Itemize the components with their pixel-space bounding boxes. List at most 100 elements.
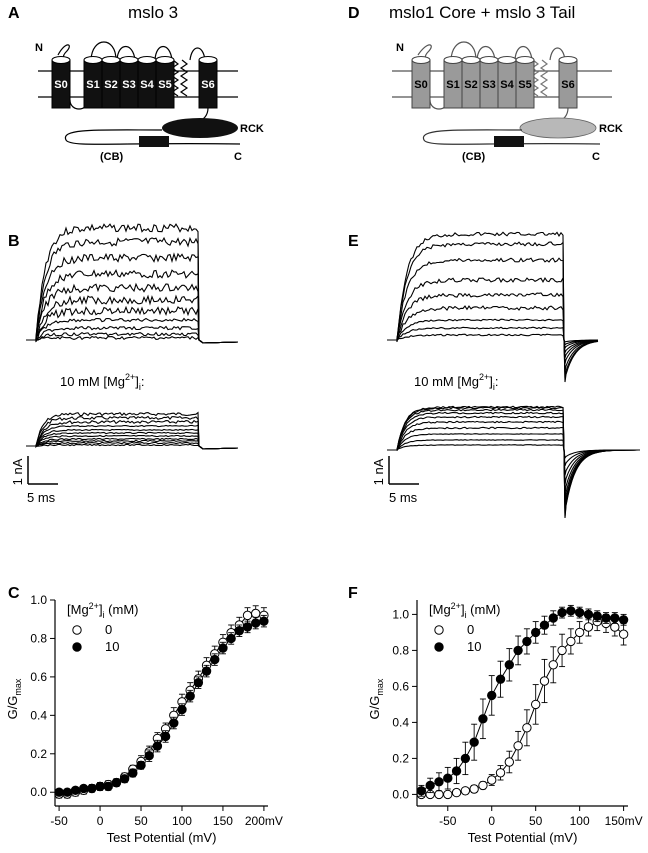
x-tick-label: 100 [172, 814, 192, 828]
helix-label: S4 [140, 79, 154, 91]
legend-label: 10 [467, 639, 481, 654]
y-tick-label: 0.4 [392, 715, 409, 729]
helix-s2: S2 [101, 56, 121, 109]
y-tick-label: 0.8 [30, 631, 47, 645]
legend-title-main: [Mg [67, 602, 89, 617]
legend-marker [434, 642, 444, 652]
current-trace [26, 331, 239, 344]
panel-e: E 10 mM [Mg2+]i: 1 nA 5 ms [348, 231, 640, 519]
panel-letter-d: D [348, 5, 360, 22]
filled-circle-point [416, 786, 427, 796]
current-trace [26, 252, 239, 344]
filled-circle-point [54, 787, 64, 797]
filled-circle-point [451, 766, 462, 776]
filled-circle-point [234, 626, 245, 636]
helix-label: S5 [518, 79, 531, 91]
helix-s5: S5 [515, 56, 535, 109]
filled-circle-point [487, 690, 497, 701]
helix-s6: S6 [558, 56, 578, 109]
x-tick-label: 100 [570, 814, 590, 828]
filled-circle-point [259, 616, 269, 626]
c-terminus-label: C [234, 151, 242, 163]
panel-c: C 0.00.20.40.60.81.0-50 0 50 100 150 200mVTes… [5, 585, 283, 845]
filled-circle-point [119, 774, 130, 784]
legend-marker [434, 625, 444, 635]
filled-circle-point [592, 611, 602, 621]
filled-circle-point [530, 627, 541, 638]
open-circle-point [478, 780, 488, 791]
open-circle-point [242, 610, 253, 621]
panel-title-a: mslo 3 [128, 3, 178, 22]
mg-condition-label-e: 10 mM [Mg2+]i: [414, 372, 499, 392]
filled-circle-point [478, 714, 488, 724]
helix-label: S2 [104, 79, 117, 91]
current-trace [26, 282, 239, 344]
panel-letter-e: E [348, 233, 359, 250]
current-trace [26, 294, 239, 344]
current-trace [26, 317, 239, 344]
helix-cap [497, 56, 517, 64]
scale-time-label: 5 ms [27, 490, 56, 505]
open-circle-point [557, 645, 567, 656]
helix-s5: S5 [155, 56, 175, 109]
y-axis-label-sub: max [13, 678, 23, 696]
filled-circle-point [583, 609, 594, 620]
legend-title-bracket: ] [461, 602, 465, 617]
y-axis-label-main: G/G [367, 696, 382, 720]
x-tick-label: 200mV [245, 814, 283, 828]
legend-title-bracket: ] [99, 602, 103, 617]
helix-cap [119, 56, 139, 64]
open-circle-point [574, 627, 585, 638]
current-trace [387, 241, 599, 379]
filled-circle-point [504, 660, 515, 670]
open-circle-point [434, 789, 444, 800]
current-trace [26, 325, 239, 344]
filled-circle-point [111, 777, 122, 788]
helix-label: S0 [54, 79, 67, 91]
x-axis-label: Test Potential (mV) [468, 830, 578, 845]
helix-label: S3 [122, 79, 135, 91]
filled-circle-point [160, 731, 171, 742]
current-trace [26, 424, 239, 450]
helix-cap [461, 56, 481, 64]
helix-cap [558, 56, 578, 64]
x-tick-label: 50 [529, 814, 543, 828]
y-tick-label: 0.6 [30, 670, 47, 684]
filled-circle-point [566, 606, 576, 616]
x-tick-label: 0 [97, 814, 104, 828]
cb-label-d: (CB) [462, 151, 486, 163]
y-axis-label-main: G/G [5, 696, 20, 720]
current-trace [26, 437, 239, 450]
topology-diagram-chimera: N S0 S1 S2 S3 S4 S5 S6 RCK (CB) C [392, 41, 623, 163]
y-axis-label: G/Gmax [5, 678, 23, 719]
filled-circle-point [177, 704, 187, 715]
x-tick-label: 150 [213, 814, 233, 828]
open-circle-point [539, 676, 550, 686]
filled-circle-point [242, 622, 253, 632]
helix-s1: S1 [83, 56, 103, 109]
current-trace [26, 428, 239, 450]
current-trace [26, 431, 239, 450]
filled-circle-point [95, 781, 105, 792]
helix-s4: S4 [497, 56, 517, 109]
fit-line [421, 621, 624, 795]
filled-circle-point [128, 768, 138, 778]
helix-label: S6 [201, 79, 214, 91]
current-traces-mg-e [387, 405, 640, 519]
filled-circle-point [218, 643, 228, 653]
helix-s3: S3 [119, 56, 139, 109]
helix-s6: S6 [198, 56, 218, 109]
open-circle-point [548, 660, 558, 670]
current-trace [387, 333, 598, 343]
panel-d: D mslo1 Core + mslo 3 Tail N S0 S1 S2 S3 S4 S… [348, 3, 623, 163]
current-trace [387, 444, 640, 460]
open-circle-point [610, 622, 620, 632]
filled-circle-point [201, 666, 212, 676]
transmembrane-helices-d: S0 S1 S2 S3 S4 S5 S6 [411, 56, 578, 109]
rck-domain [162, 118, 238, 138]
filled-circle-point [539, 620, 550, 630]
mg-condition-label-b: 10 mM [Mg2+]i: [60, 372, 145, 392]
panel-b: B 10 mM [Mg2+]i: 1 nA 5 ms [8, 223, 239, 505]
